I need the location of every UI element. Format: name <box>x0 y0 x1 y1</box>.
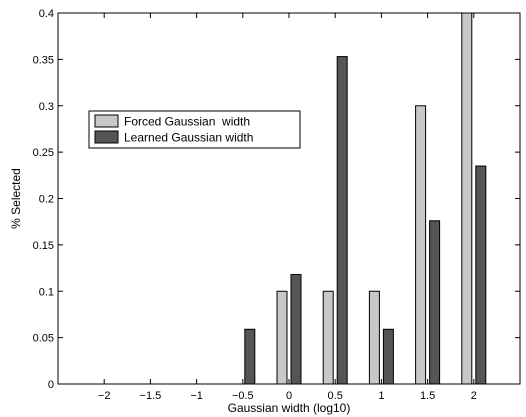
bar-forced-6 <box>368 290 380 385</box>
x-tick-label: −1 <box>190 390 203 402</box>
legend-box <box>88 110 301 149</box>
x-tick-label: 0.5 <box>328 390 343 402</box>
x-tick-label: −0.5 <box>232 390 254 402</box>
legend-label-forced: Forced Gaussian width <box>124 115 250 129</box>
y-tick-label: 0.35 <box>33 54 54 66</box>
y-tick-label: 0.1 <box>39 286 54 298</box>
x-tick-label: 1.5 <box>420 390 435 402</box>
x-tick-label: −1.5 <box>140 390 162 402</box>
bar-forced-4 <box>276 290 288 385</box>
bar-learned-8 <box>475 165 487 385</box>
bar-forced-7 <box>415 105 427 385</box>
bar-learned-6 <box>382 328 394 385</box>
x-axis-title: Gaussian width (log10) <box>228 401 351 415</box>
legend-label-learned: Learned Gaussian width <box>124 131 253 145</box>
x-tick-label: 2 <box>471 390 477 402</box>
bar-forced-5 <box>322 290 334 385</box>
y-axis-ticks: 0 0.05 0.1 0.15 0.2 0.25 0.3 0.35 0.4 <box>33 8 520 391</box>
plot-frame <box>57 12 521 385</box>
y-tick-label: 0.25 <box>33 147 54 159</box>
bar-forced-8 <box>461 12 473 385</box>
legend: Forced Gaussian width Learned Gaussian w… <box>88 110 301 149</box>
y-tick-label: 0.4 <box>39 8 54 20</box>
bar-learned-7 <box>429 220 441 385</box>
x-axis-ticks: −2 −1.5 −1 −0.5 0 0.5 1 1.5 2 <box>98 13 477 402</box>
y-tick-label: 0.3 <box>39 101 54 113</box>
y-tick-label: 0 <box>48 379 54 391</box>
bar-learned-5 <box>336 56 348 385</box>
y-tick-label: 0.05 <box>33 333 54 345</box>
y-axis-title: % Selected <box>9 168 23 229</box>
bars-group <box>244 12 487 385</box>
y-tick-label: 0.15 <box>33 240 54 252</box>
x-tick-label: −2 <box>98 390 111 402</box>
legend-swatch-learned <box>94 130 119 144</box>
y-tick-label: 0.2 <box>39 194 54 206</box>
bar-learned-3 <box>244 328 256 385</box>
x-tick-label: 1 <box>378 390 384 402</box>
x-tick-label: 0 <box>286 390 292 402</box>
legend-swatch-forced <box>94 114 119 128</box>
bar-learned-4 <box>290 274 302 385</box>
